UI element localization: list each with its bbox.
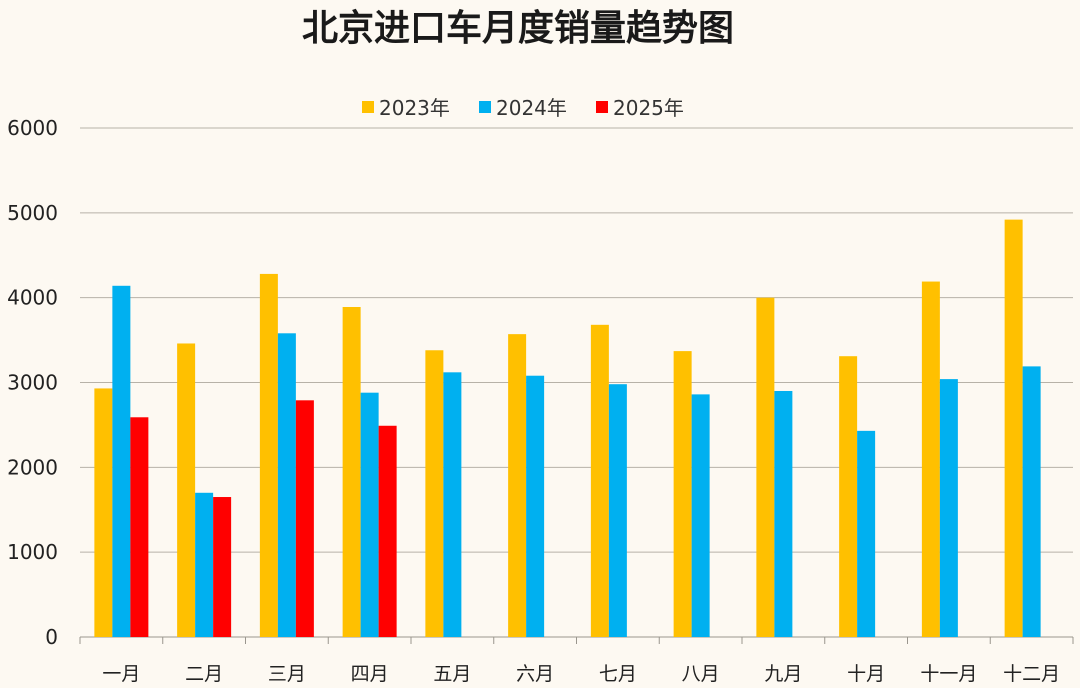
bar bbox=[425, 350, 444, 637]
legend-swatch bbox=[596, 101, 608, 113]
bar bbox=[839, 356, 858, 637]
bar bbox=[508, 334, 527, 637]
x-tick-label: 十二月 bbox=[1003, 663, 1060, 685]
x-tick-label: 四月 bbox=[351, 663, 389, 685]
bar bbox=[590, 324, 609, 637]
bar bbox=[673, 351, 692, 637]
bar bbox=[342, 306, 361, 637]
x-tick-label: 八月 bbox=[682, 663, 720, 685]
x-tick-label: 六月 bbox=[516, 663, 554, 685]
bar bbox=[857, 430, 876, 637]
x-tick-label: 三月 bbox=[268, 663, 306, 685]
y-tick-label: 5000 bbox=[7, 201, 58, 225]
bar bbox=[1022, 366, 1041, 637]
bar bbox=[756, 297, 775, 637]
chart-title: 北京进口车月度销量趋势图 bbox=[302, 7, 734, 49]
bar bbox=[526, 375, 545, 637]
y-tick-label: 1000 bbox=[7, 540, 58, 564]
bar bbox=[259, 273, 278, 637]
legend-label: 2023年 bbox=[379, 96, 450, 120]
gridlines bbox=[80, 127, 1073, 553]
bar bbox=[213, 497, 232, 637]
legend-label: 2024年 bbox=[496, 96, 567, 120]
bar bbox=[130, 417, 149, 637]
bar bbox=[608, 384, 627, 637]
bar bbox=[691, 394, 710, 637]
x-tick-label: 一月 bbox=[102, 663, 140, 685]
bar bbox=[295, 400, 314, 637]
y-tick-label: 3000 bbox=[7, 371, 58, 395]
legend-swatch bbox=[362, 101, 374, 113]
bar bbox=[195, 492, 214, 637]
y-tick-label: 2000 bbox=[7, 455, 58, 479]
bar bbox=[939, 379, 958, 637]
y-tick-label: 6000 bbox=[7, 116, 58, 140]
x-tick-label: 十月 bbox=[847, 663, 885, 685]
x-tick-label: 九月 bbox=[764, 663, 802, 685]
legend: 2023年 2024年 2025年 bbox=[362, 96, 684, 120]
bar bbox=[277, 333, 296, 637]
bar bbox=[112, 285, 131, 637]
y-tick-label: 4000 bbox=[7, 286, 58, 310]
bar bbox=[360, 392, 379, 637]
legend-label: 2025年 bbox=[613, 96, 684, 120]
x-tick-label: 七月 bbox=[599, 663, 637, 685]
bar bbox=[443, 372, 462, 637]
bars bbox=[94, 219, 1041, 637]
axes: 0 1000 2000 3000 4000 5000 6000 一月 二月 三月 四月 五月 六月 七月 八… bbox=[7, 116, 1074, 685]
bar bbox=[177, 343, 196, 637]
bar bbox=[774, 390, 793, 637]
legend-swatch bbox=[479, 101, 491, 113]
x-tick-label: 五月 bbox=[433, 663, 471, 685]
bar bbox=[1004, 219, 1023, 637]
bar bbox=[921, 281, 940, 637]
y-tick-label: 0 bbox=[45, 625, 58, 649]
x-tick-label: 十一月 bbox=[920, 663, 977, 685]
bar bbox=[94, 388, 113, 637]
x-tick-label: 二月 bbox=[185, 663, 223, 685]
bar bbox=[378, 425, 397, 637]
